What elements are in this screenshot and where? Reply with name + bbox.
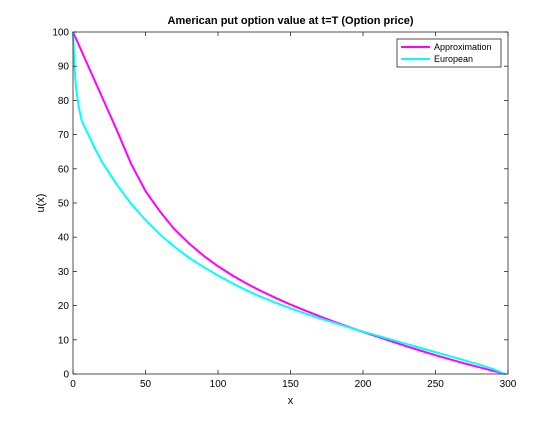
ticks-layer: 0 50 100 150 200 250 300 0 10 20 30 40 50 60 70 80 90 100 bbox=[52, 28, 516, 391]
legend-box bbox=[396, 38, 502, 68]
y-tick-label: 0 bbox=[63, 370, 69, 381]
x-tick-label: 0 bbox=[70, 379, 76, 390]
y-tick-label: 50 bbox=[58, 199, 70, 210]
y-axis-label: u(x) bbox=[35, 194, 47, 213]
x-tick-label: 100 bbox=[210, 379, 227, 390]
series-line-approximation bbox=[72, 31, 506, 375]
x-axis-label: x bbox=[288, 395, 294, 407]
x-tick-label: 200 bbox=[355, 379, 372, 390]
series-layer bbox=[72, 31, 506, 375]
plot-area bbox=[73, 32, 508, 374]
y-tick-label: 70 bbox=[58, 130, 70, 141]
y-tick-label: 90 bbox=[58, 62, 70, 73]
legend: Approximation European bbox=[396, 38, 502, 68]
y-tick-label: 100 bbox=[52, 28, 69, 39]
x-tick-label: 150 bbox=[282, 379, 299, 390]
series-line-european bbox=[72, 31, 506, 375]
chart-title: American put option value at t=T (Option… bbox=[168, 15, 414, 27]
y-tick-label: 20 bbox=[58, 301, 70, 312]
y-tick-label: 30 bbox=[58, 267, 70, 278]
legend-label-approximation: Approximation bbox=[434, 42, 492, 52]
y-tick-label: 10 bbox=[58, 335, 70, 346]
legend-label-european: European bbox=[434, 54, 473, 64]
y-tick-label: 40 bbox=[58, 233, 70, 244]
y-tick-label: 80 bbox=[58, 96, 70, 107]
x-tick-label: 50 bbox=[140, 379, 152, 390]
y-tick-label: 60 bbox=[58, 164, 70, 175]
x-tick-label: 250 bbox=[427, 379, 444, 390]
x-tick-label: 300 bbox=[500, 379, 517, 390]
